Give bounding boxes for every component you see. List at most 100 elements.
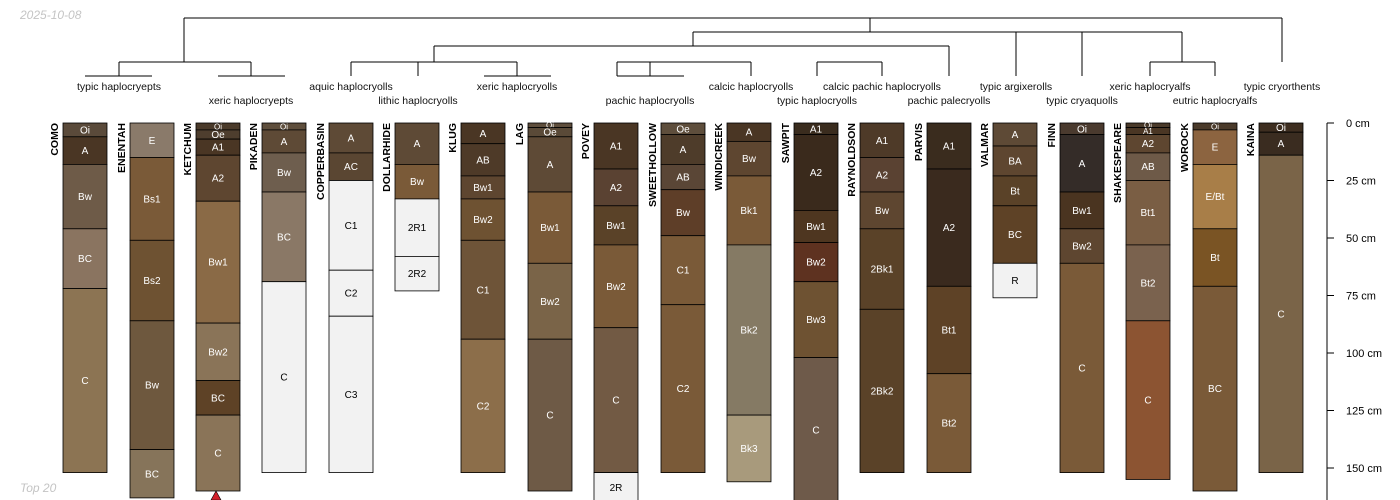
horizon-label: A bbox=[414, 139, 421, 150]
profile-name: ENENTAH bbox=[116, 123, 128, 173]
horizon bbox=[129, 449, 175, 499]
horizon bbox=[1192, 285, 1238, 492]
horizon bbox=[394, 255, 440, 292]
horizon bbox=[793, 357, 839, 500]
horizon-label: 2R bbox=[610, 483, 623, 494]
soil-profile: KAINA Oi A C bbox=[1245, 123, 1304, 473]
horizon bbox=[926, 373, 972, 474]
profile-name: VALMAR bbox=[979, 123, 991, 168]
profile-name: COPPERBASIN bbox=[315, 123, 327, 200]
profile-name: SWEETHOLLOW bbox=[647, 123, 659, 207]
profile-name: PARVIS bbox=[913, 123, 925, 161]
horizon-label: BC bbox=[145, 469, 159, 480]
horizon-label: C1 bbox=[345, 221, 358, 232]
horizon bbox=[593, 122, 639, 170]
horizon bbox=[460, 198, 506, 241]
horizon bbox=[926, 168, 972, 287]
horizon-label: A2 bbox=[1142, 139, 1155, 150]
horizon-label: C bbox=[81, 376, 88, 387]
horizon-label: Oi bbox=[546, 121, 554, 130]
horizon-label: C bbox=[214, 449, 221, 460]
horizon bbox=[195, 414, 241, 492]
horizon bbox=[992, 262, 1038, 299]
horizon bbox=[460, 338, 506, 474]
horizon-label: Bw bbox=[78, 192, 93, 203]
subgroup-label: pachic haplocryolls bbox=[606, 95, 695, 107]
horizon-label: BC bbox=[277, 232, 291, 243]
depth-tick-label: 125 cm bbox=[1346, 406, 1382, 418]
horizon-label: BC bbox=[1008, 230, 1022, 241]
horizon bbox=[859, 122, 905, 158]
horizon-label: BA bbox=[1008, 156, 1022, 167]
horizon-label: C bbox=[812, 426, 819, 437]
profile-name: WINDICREEK bbox=[713, 123, 725, 191]
horizon-label: Bw3 bbox=[806, 315, 826, 326]
horizon bbox=[1059, 262, 1105, 473]
horizon-label: Bt1 bbox=[1140, 208, 1155, 219]
horizon bbox=[1258, 154, 1304, 473]
soil-profile: KLUG A AB Bw1 Bw2 C1 C2 bbox=[447, 122, 506, 474]
horizon-label: C bbox=[1078, 363, 1085, 374]
horizon-label: C bbox=[1144, 396, 1151, 407]
horizon-label: Bw bbox=[145, 381, 160, 392]
profile-name: DOLLARHIDE bbox=[381, 123, 393, 192]
horizon bbox=[129, 320, 175, 450]
profile-name: COMO bbox=[49, 123, 61, 156]
horizon-label: Bw1 bbox=[1072, 206, 1092, 217]
subgroup-label: typic argixerolls bbox=[980, 81, 1052, 93]
soil-profile: ENENTAH E Bs1 Bs2 Bw BC bbox=[116, 122, 175, 499]
horizon-label: Oi bbox=[1144, 121, 1152, 130]
horizon-label: Bw1 bbox=[806, 222, 826, 233]
horizon bbox=[527, 338, 573, 492]
dendrogram bbox=[85, 17, 1283, 77]
horizon bbox=[859, 308, 905, 473]
horizon bbox=[992, 175, 1038, 207]
subgroup-label: xeric haplocryolls bbox=[477, 81, 558, 93]
horizon-label: 2Bk2 bbox=[871, 386, 894, 397]
horizon-label: Bk1 bbox=[740, 206, 758, 217]
horizon bbox=[129, 239, 175, 322]
horizon-label: BC bbox=[1208, 384, 1222, 395]
horizon-label: A2 bbox=[876, 170, 889, 181]
horizon bbox=[527, 136, 573, 193]
horizon bbox=[926, 122, 972, 170]
horizon bbox=[926, 285, 972, 375]
soil-profile: PIKADEN Oi A Bw BC C bbox=[248, 122, 307, 474]
horizon-label: A1 bbox=[810, 124, 823, 135]
profile-name: WOROCK bbox=[1179, 123, 1191, 172]
horizon bbox=[129, 157, 175, 241]
horizon bbox=[394, 198, 440, 257]
profile-name: FINN bbox=[1046, 123, 1058, 148]
horizon bbox=[62, 228, 108, 290]
horizon bbox=[1192, 163, 1238, 230]
horizon-label: R bbox=[1011, 276, 1018, 287]
horizon-label: Bw bbox=[742, 154, 757, 165]
horizon-label: Bw2 bbox=[606, 282, 626, 293]
horizon bbox=[992, 205, 1038, 264]
horizon-label: A2 bbox=[943, 223, 956, 234]
horizon-label: Bw2 bbox=[1072, 242, 1092, 253]
horizon-label: C bbox=[546, 411, 553, 422]
triangle-marker-icon bbox=[210, 490, 222, 500]
horizon bbox=[328, 269, 374, 317]
profile-name: SAWPIT bbox=[780, 122, 792, 163]
horizon-label: Oe bbox=[211, 130, 225, 141]
horizon-label: A2 bbox=[610, 183, 623, 194]
horizon-label: A bbox=[82, 146, 89, 157]
horizon-label: A2 bbox=[810, 168, 823, 179]
horizon-label: 2R2 bbox=[408, 269, 427, 280]
horizon-label: Oi bbox=[1077, 124, 1087, 135]
horizon-label: Bw bbox=[277, 168, 292, 179]
soil-profile: FINN Oi A Bw1 Bw2 C bbox=[1046, 122, 1105, 473]
horizon-label: Bw1 bbox=[208, 258, 228, 269]
soil-profile: DOLLARHIDE A Bw 2R1 2R2 bbox=[381, 122, 440, 292]
profile-name: LAG bbox=[514, 123, 526, 145]
horizon-label: 2Bk1 bbox=[871, 265, 894, 276]
horizon bbox=[726, 140, 772, 177]
horizon-label: Bt1 bbox=[941, 326, 956, 337]
horizon bbox=[460, 143, 506, 177]
soil-profile: WINDICREEK A Bw Bk1 Bk2 Bk3 bbox=[713, 123, 772, 483]
horizon bbox=[793, 209, 839, 243]
horizon-label: 2R1 bbox=[408, 223, 427, 234]
horizon bbox=[129, 122, 175, 158]
